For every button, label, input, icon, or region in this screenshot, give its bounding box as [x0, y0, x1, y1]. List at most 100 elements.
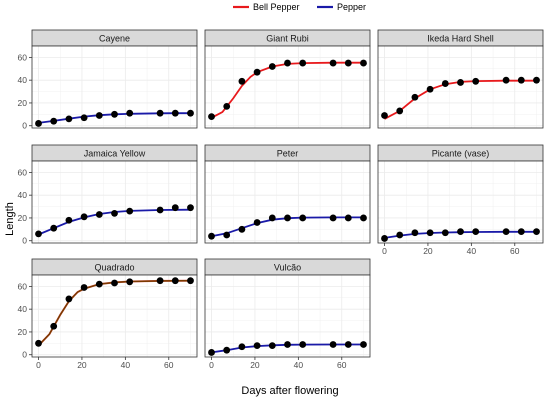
data-point: [329, 214, 337, 222]
data-point: [95, 211, 103, 218]
data-point: [268, 342, 276, 350]
x-tick-label: 20: [77, 360, 87, 370]
data-point: [50, 224, 58, 232]
data-point: [65, 115, 73, 123]
data-point: [360, 341, 367, 348]
x-tick-label: 40: [294, 360, 304, 370]
panel-giant-rubi: Giant Rubi: [204, 29, 371, 129]
data-point: [171, 204, 179, 212]
panel-title: Vulcão: [274, 263, 301, 273]
data-point: [284, 59, 291, 67]
data-point: [238, 77, 246, 85]
data-point: [344, 214, 352, 222]
data-point: [223, 102, 231, 110]
panel-title: Giant Rubi: [266, 34, 309, 44]
gridlines: [205, 46, 370, 128]
y-tick-label: 20: [18, 327, 28, 337]
data-point: [35, 230, 42, 238]
y-tick-label: 40: [18, 304, 28, 314]
data-point: [457, 79, 464, 86]
panel-title: Ikeda Hard Shell: [427, 34, 494, 44]
data-point: [208, 349, 215, 356]
data-point: [208, 113, 215, 121]
panel-title: Jamaica Yellow: [84, 149, 146, 159]
y-axis-title: Length: [4, 202, 16, 236]
plot-border: [204, 160, 371, 244]
data-point: [111, 209, 118, 217]
data-point: [284, 214, 291, 222]
y-tick-label: 40: [18, 190, 28, 200]
data-point: [80, 114, 88, 122]
x-axis-title: Days after flowering: [241, 385, 338, 397]
plot-border: [31, 160, 198, 244]
data-point: [360, 59, 367, 67]
data-point: [381, 235, 388, 242]
data-point: [299, 341, 307, 348]
data-point: [533, 76, 540, 84]
data-point: [65, 216, 73, 224]
data-point: [171, 277, 179, 285]
data-point: [344, 341, 352, 348]
data-point: [80, 284, 88, 291]
panel-picante-vase: Picante (vase) 0 20 40 60: [377, 144, 544, 256]
data-point: [411, 93, 419, 101]
data-point: [517, 228, 525, 236]
y-tick-label: 20: [18, 213, 28, 223]
panel-ikeda-hard-shell: Ikeda Hard Shell: [377, 29, 544, 129]
plot-border: [377, 45, 544, 129]
y-tick-label: 0: [22, 236, 27, 246]
plot-border: [31, 45, 198, 129]
data-point: [426, 85, 434, 93]
y-tick-label: 0: [22, 121, 27, 131]
data-point: [208, 232, 215, 240]
x-tick-label: 20: [423, 246, 433, 256]
plot-border: [204, 45, 371, 129]
data-point: [111, 110, 118, 118]
x-tick-label: 0: [36, 360, 41, 370]
data-point: [187, 109, 194, 117]
panel-title: Cayene: [99, 34, 130, 44]
plot-border: [31, 274, 198, 358]
data-point: [457, 228, 464, 236]
data-point: [472, 228, 480, 236]
plot-area: [378, 46, 543, 128]
data-point: [253, 68, 261, 76]
data-point: [426, 229, 434, 237]
panel-vulcao: Vulcão 0 20 40 60: [204, 258, 371, 370]
plot-area: [205, 46, 370, 128]
panel-title: Quadrado: [94, 263, 134, 273]
x-tick-label: 60: [510, 246, 520, 256]
data-point: [502, 76, 510, 84]
data-point: [329, 341, 337, 348]
panel-peter: Peter: [204, 144, 371, 244]
data-point: [80, 213, 88, 221]
data-point: [533, 228, 540, 236]
data-point: [502, 228, 510, 236]
data-point: [238, 343, 246, 351]
data-point: [381, 112, 388, 119]
y-tick-label: 60: [18, 167, 28, 177]
data-point: [253, 342, 261, 350]
gridlines: [32, 161, 197, 243]
data-point: [441, 229, 449, 237]
data-point: [223, 231, 231, 239]
panel-cayene: Cayene 0 20 40 60: [18, 29, 198, 131]
data-point: [396, 231, 404, 239]
x-tick-label: 60: [164, 360, 174, 370]
data-point: [50, 117, 58, 125]
y-tick-label: 40: [18, 75, 28, 85]
x-tick-label: 20: [250, 360, 260, 370]
y-tick-label: 0: [22, 350, 27, 360]
data-point: [35, 339, 42, 347]
data-point: [441, 80, 449, 87]
y-tick-label: 60: [18, 281, 28, 291]
data-point: [111, 279, 118, 287]
data-point: [156, 206, 164, 214]
data-point: [238, 225, 246, 233]
data-point: [156, 277, 164, 285]
data-point: [95, 112, 103, 119]
panel-quadrado: Quadrado 0 20 40 60 0 20 40 60: [18, 258, 198, 370]
data-point: [95, 280, 103, 288]
data-point: [396, 107, 404, 115]
